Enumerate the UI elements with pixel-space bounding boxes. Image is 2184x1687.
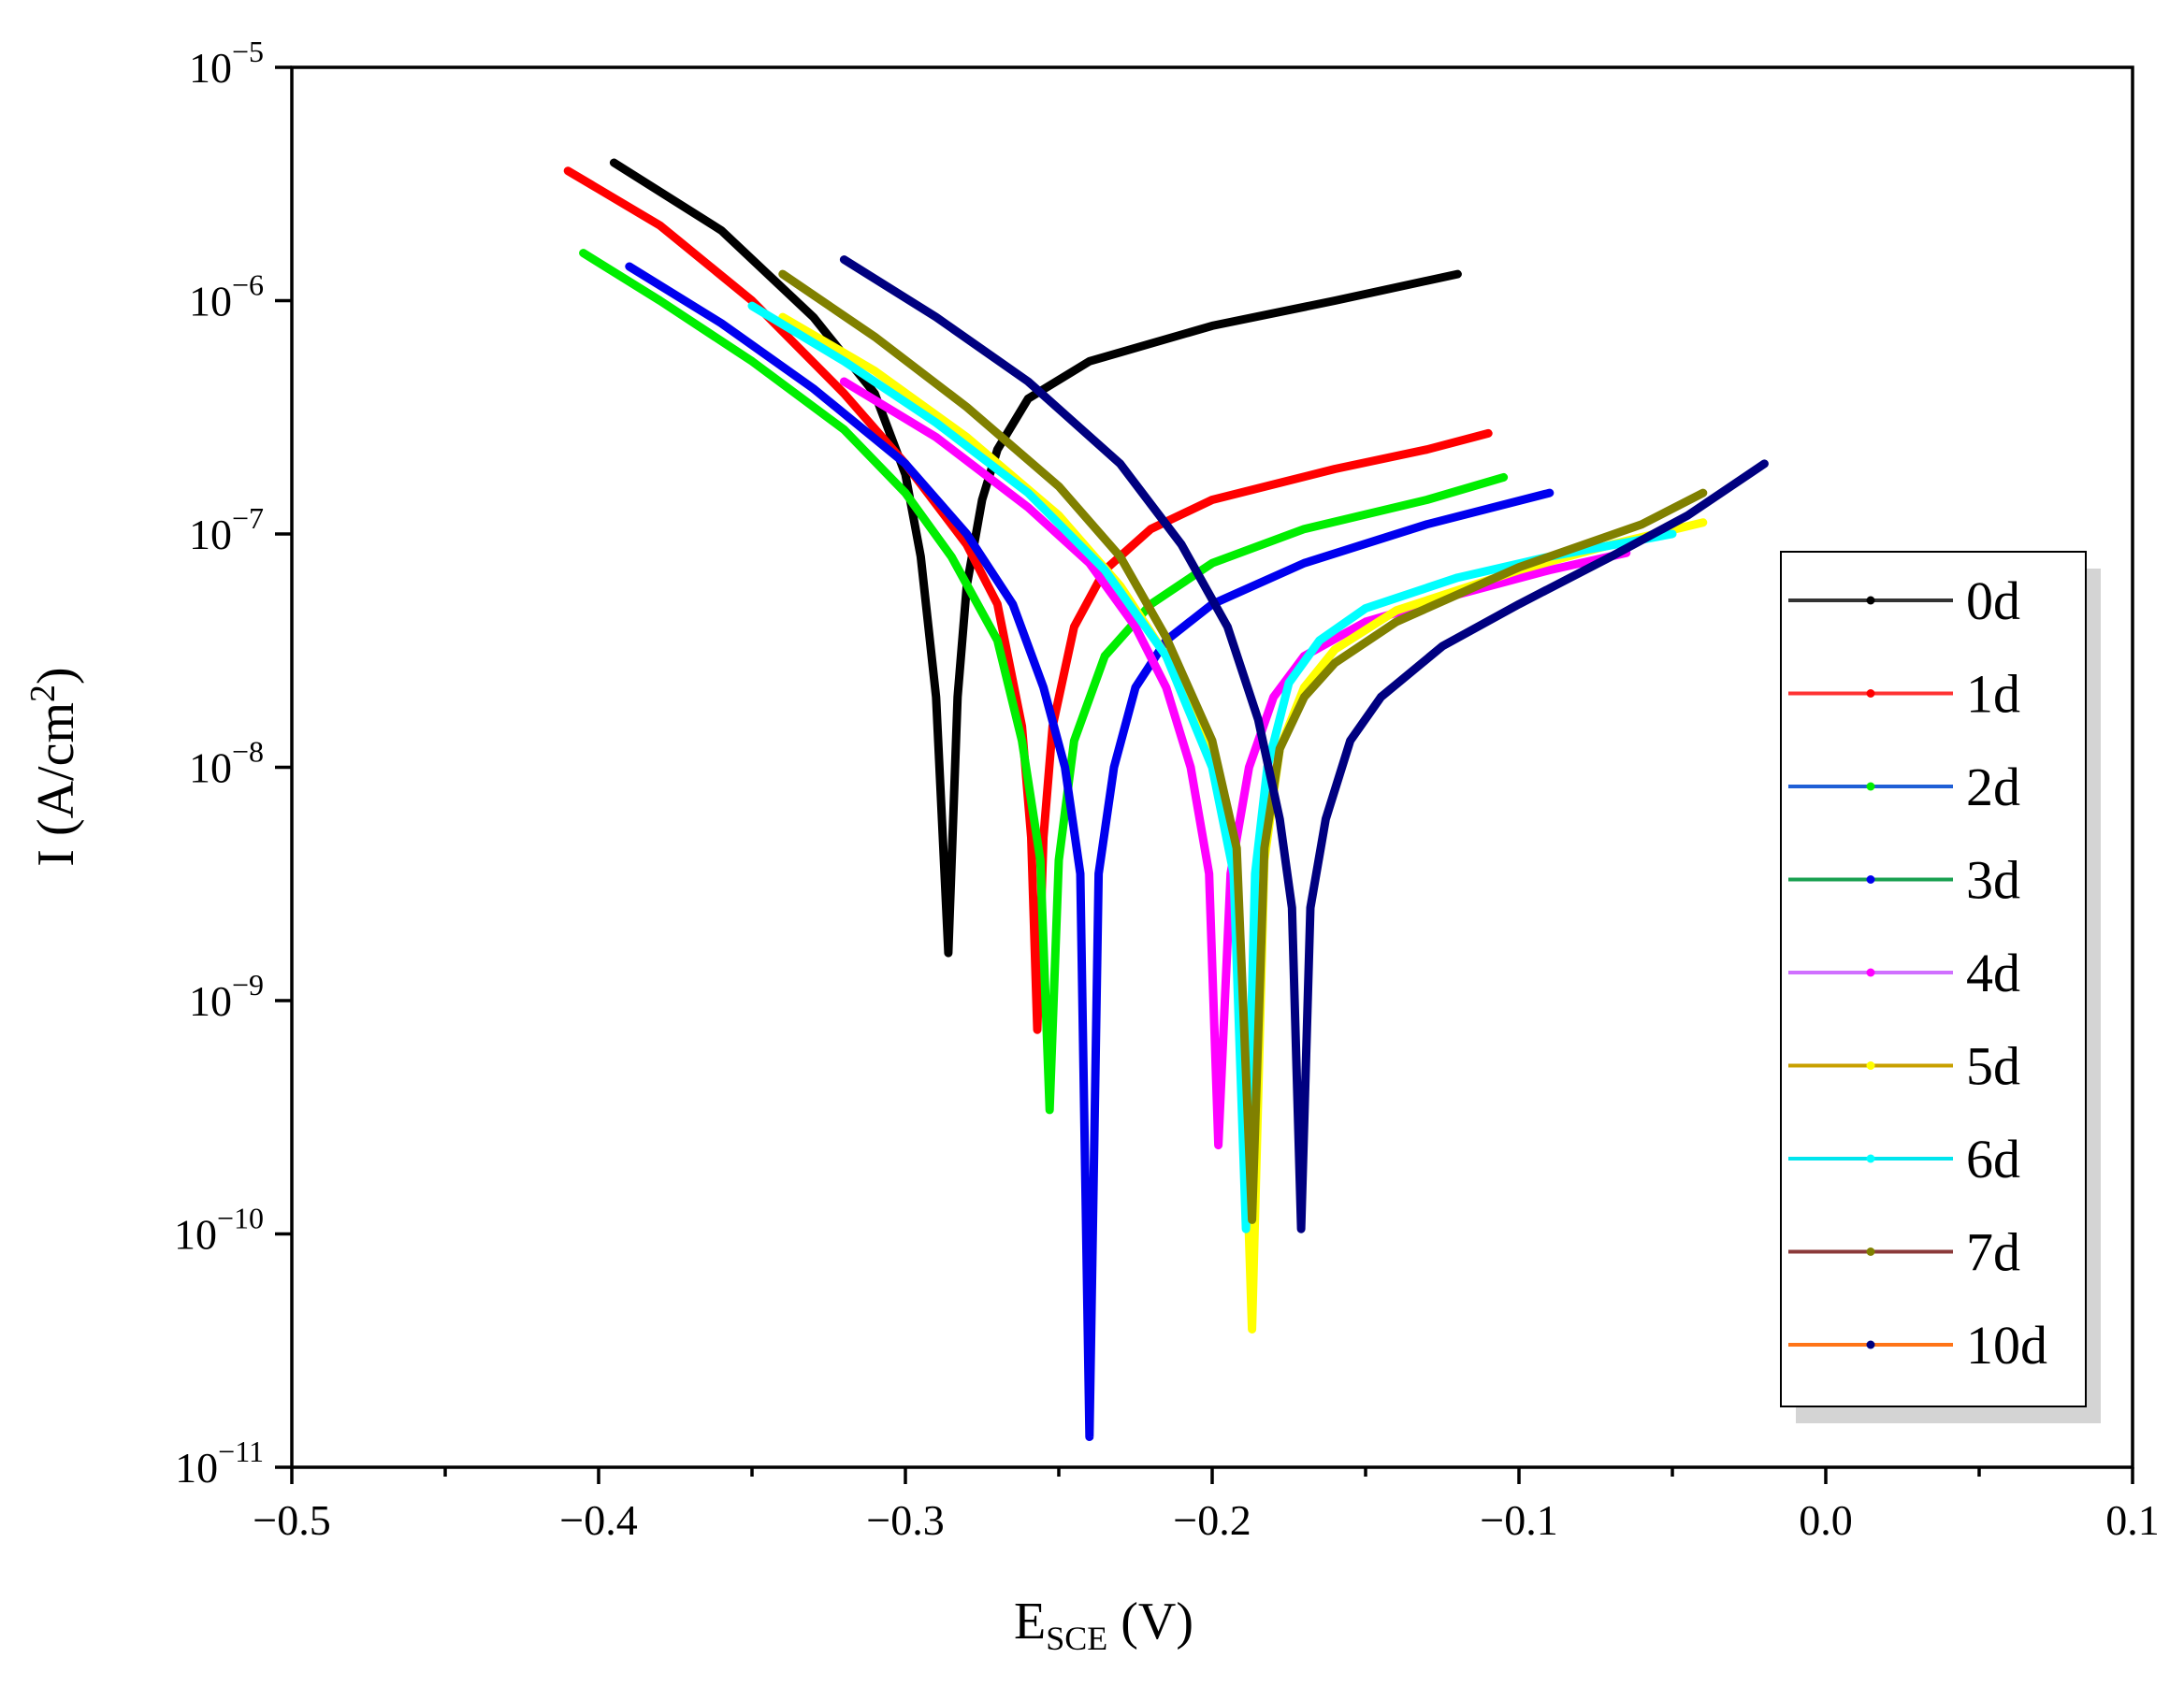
legend-marker-10d [1866,1340,1875,1349]
x-axis-title-suffix: (V) [1107,1593,1193,1651]
x-tick-label: 0.0 [1799,1496,1853,1544]
legend-marker-2d [1866,782,1875,791]
series-line-10d [839,255,1769,1233]
y-axis: 10−5 10−6 10−7 10−8 10−9 10−10 10−11 [174,35,292,1492]
legend-label-1d: 1d [1966,664,2020,725]
x-tick-label: −0.4 [559,1496,637,1544]
x-tick-label: −0.2 [1173,1496,1251,1544]
legend-label-3d: 3d [1966,850,2020,911]
legend-marker-5d [1866,1061,1875,1070]
y-tick-label: 10−8 [189,735,264,792]
x-axis-title-subscript: SCE [1046,1620,1107,1657]
y-tick-label: 10−6 [189,268,264,325]
legend-label-6d: 6d [1966,1129,2020,1190]
legend-marker-4d [1866,968,1875,977]
legend-label-4d: 4d [1966,943,2020,1003]
y-axis-title-superscript: 2 [23,685,63,702]
y-axis-title: I (A/cm2) [23,667,85,866]
x-axis: −0.5 −0.4 −0.3 −0.2 −0.1 0.0 0.1 [253,1467,2160,1544]
legend-marker-6d [1866,1154,1875,1163]
x-tick-label: −0.3 [866,1496,944,1544]
series-line-2d [579,249,1509,1115]
curves-layer [563,158,1769,1441]
legend-marker-0d [1866,596,1875,605]
y-tick-label: 10−7 [189,501,264,558]
x-axis-title-main: E [1014,1593,1046,1651]
y-tick-label: 10−10 [174,1202,264,1259]
x-tick-label: −0.1 [1480,1496,1557,1544]
legend-label-5d: 5d [1966,1036,2020,1097]
y-tick-label: 10−11 [175,1435,264,1492]
x-axis-title: ESCE (V) [1014,1593,1193,1657]
series-line-7d [778,269,1708,1224]
legend-marker-7d [1866,1247,1875,1256]
x-tick-label: 0.1 [2105,1496,2160,1544]
y-axis-title-main: I (A/cm [27,702,85,867]
legend-label-7d: 7d [1966,1222,2020,1283]
y-tick-label: 10−9 [189,968,264,1025]
legend-label-10d: 10d [1966,1315,2047,1376]
series-line-3d [625,262,1555,1441]
series-line-1d [563,166,1493,1034]
legend-marker-1d [1866,689,1875,698]
x-tick-label: −0.5 [253,1496,330,1544]
y-tick-label: 10−5 [189,35,264,92]
legend-label-0d: 0d [1966,570,2020,631]
legend: 0d 1d 2d 3d 4d 5d 6d 7d 10d [1780,551,2101,1423]
series-line-6d [747,301,1677,1233]
y-axis-title-suffix: ) [27,667,85,685]
legend-marker-3d [1866,875,1875,884]
legend-box [1780,551,2087,1407]
legend-label-2d: 2d [1966,757,2020,817]
